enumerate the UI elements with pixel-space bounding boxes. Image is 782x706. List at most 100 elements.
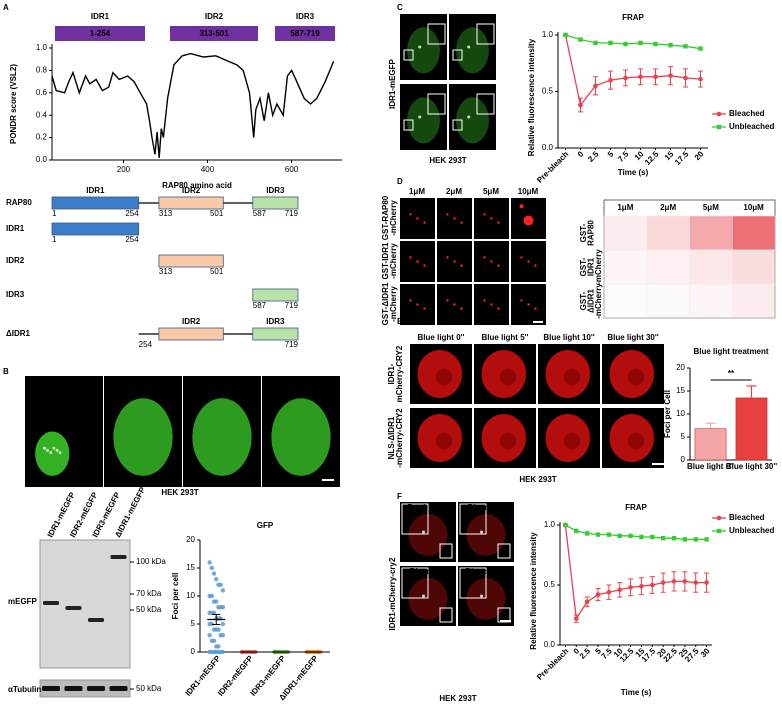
droplet — [416, 217, 419, 220]
droplet — [416, 260, 419, 263]
row-label: IDR1 — [587, 257, 596, 276]
droplet — [453, 303, 456, 306]
point — [668, 42, 673, 48]
point — [209, 593, 215, 599]
x-axis-label: Time (s) — [621, 688, 652, 697]
roi — [439, 543, 453, 559]
antibody-label: mEGFP — [8, 597, 38, 606]
point — [628, 533, 633, 538]
panel-label: C — [397, 3, 403, 12]
disorder-line — [51, 52, 335, 158]
point — [617, 533, 622, 538]
domain-box — [252, 327, 299, 341]
construct-label: ΔIDR1 — [6, 329, 31, 338]
cell — [192, 398, 252, 476]
size-marker: 70 kDa — [136, 589, 162, 598]
residue-number: 587 — [253, 209, 267, 218]
series-line — [564, 34, 701, 107]
row-label: IDR1- — [387, 363, 396, 384]
roi — [403, 119, 414, 131]
micrograph — [449, 84, 496, 150]
domain-name: IDR3 — [266, 186, 285, 195]
column-label: Blue light 10'' — [543, 333, 594, 342]
point — [593, 83, 598, 89]
legend-label: Bleached — [729, 513, 765, 522]
micrograph — [400, 14, 447, 80]
point — [211, 610, 217, 615]
droplet — [409, 299, 412, 302]
inset — [459, 567, 487, 599]
legend-label: Unbleached — [729, 122, 774, 131]
x-tick-label: 30 — [699, 646, 712, 659]
point — [207, 633, 212, 638]
nucleolus — [564, 368, 581, 386]
residue-number: 313 — [159, 267, 173, 276]
heatmap-cell — [646, 249, 690, 285]
point — [639, 534, 644, 540]
point — [628, 585, 633, 590]
y-tick-label: 5 — [681, 432, 686, 441]
x-tick-label: 2.5 — [578, 646, 593, 661]
residue-number: 719 — [285, 340, 299, 349]
domain-box — [158, 196, 224, 210]
cell — [466, 514, 506, 556]
cell-line: HEK 293T — [519, 475, 556, 484]
construct-label: IDR1-mCherry-cry2 — [388, 557, 397, 630]
domain-name: IDR1 — [86, 186, 105, 195]
inset — [427, 93, 446, 115]
x-axis-label: Time (s) — [618, 168, 649, 177]
inset — [476, 23, 495, 45]
image-label: Bleach 20'' — [465, 567, 506, 576]
point — [660, 536, 666, 541]
point — [220, 588, 226, 593]
nucleolus — [564, 432, 581, 450]
series-line — [565, 34, 701, 50]
idr-box — [275, 26, 335, 41]
point — [683, 44, 688, 49]
focus — [46, 448, 50, 452]
heatmap-cell — [603, 283, 647, 319]
nucleolus — [628, 368, 645, 386]
row-label: -mCherry — [389, 243, 398, 279]
point — [216, 627, 221, 632]
droplet — [423, 221, 426, 224]
nucleolus — [500, 432, 517, 450]
x-tick-label: Pre-bleach — [535, 646, 570, 681]
droplet — [490, 217, 493, 220]
x-tick-label: 600 — [285, 165, 299, 174]
focus — [418, 115, 422, 119]
panel-label: D — [397, 177, 403, 186]
point — [584, 599, 590, 605]
focus — [55, 448, 59, 452]
heatmap-cell — [603, 215, 647, 251]
droplet — [483, 299, 486, 302]
x-tick-label: 200 — [117, 165, 131, 174]
point — [638, 74, 643, 80]
cell — [35, 431, 70, 476]
column-label: 5μM — [703, 203, 719, 212]
x-tick-label: 20 — [693, 149, 706, 162]
y-tick-label: 0.0 — [36, 155, 48, 164]
heatmap-cell — [646, 283, 690, 319]
droplet — [520, 256, 523, 259]
point — [623, 41, 628, 47]
image-label: ΔIDR1-mEGFP — [273, 379, 329, 388]
error-bar — [746, 385, 757, 398]
droplet — [409, 256, 412, 259]
focus — [43, 446, 46, 450]
x-tick-label: Blue light 30'' — [726, 462, 777, 471]
x-axis-label: RAP80 amino acid — [162, 181, 232, 190]
column-label: Blue light 0'' — [418, 333, 465, 342]
droplet — [497, 221, 500, 224]
point — [693, 537, 698, 542]
droplet — [527, 260, 530, 263]
point — [606, 589, 612, 595]
legend-marker — [716, 515, 722, 521]
focus — [480, 530, 484, 534]
point — [578, 37, 583, 42]
point — [595, 532, 601, 537]
point — [218, 582, 223, 587]
idr-range: 587-719 — [290, 29, 320, 38]
panel-label: F — [397, 492, 402, 501]
row-label: GST-ΔIDR1 — [381, 282, 390, 325]
